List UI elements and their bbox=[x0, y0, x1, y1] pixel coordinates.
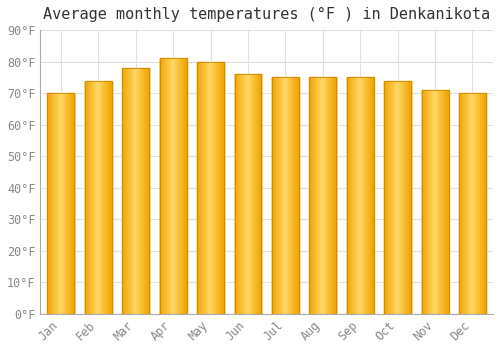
Bar bbox=[347, 77, 374, 314]
Bar bbox=[160, 58, 186, 314]
Bar bbox=[48, 93, 74, 314]
Bar bbox=[122, 68, 149, 314]
Title: Average monthly temperatures (°F ) in Denkanikota: Average monthly temperatures (°F ) in De… bbox=[43, 7, 490, 22]
Bar bbox=[234, 74, 262, 314]
Bar bbox=[459, 93, 486, 314]
Bar bbox=[85, 80, 112, 314]
Bar bbox=[384, 80, 411, 314]
Bar bbox=[272, 77, 299, 314]
Bar bbox=[197, 62, 224, 314]
Bar bbox=[310, 77, 336, 314]
Bar bbox=[422, 90, 448, 314]
